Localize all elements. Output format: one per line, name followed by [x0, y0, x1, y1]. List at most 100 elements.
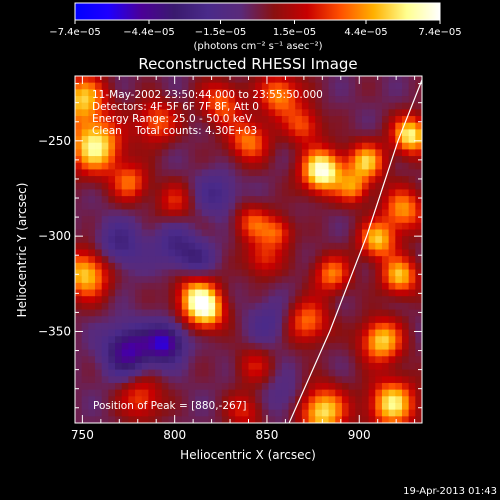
- heatmap-cell: [228, 229, 236, 237]
- heatmap-cell: [288, 369, 296, 377]
- heatmap-cell: [381, 122, 390, 130]
- heatmap-cell: [81, 249, 89, 257]
- heatmap-cell: [401, 76, 410, 84]
- heatmap-cell: [261, 176, 269, 184]
- heatmap-cell: [215, 176, 223, 184]
- heatmap-cell: [108, 296, 116, 304]
- heatmap-cell: [335, 336, 343, 344]
- heatmap-cell: [168, 342, 176, 350]
- heatmap-cell: [341, 369, 349, 377]
- heatmap-cell: [241, 162, 249, 170]
- heatmap-cell: [88, 262, 96, 270]
- heatmap-cell: [295, 316, 303, 324]
- heatmap-cell: [281, 229, 289, 237]
- heatmap-cell: [328, 316, 336, 324]
- heatmap-cell: [355, 136, 363, 144]
- heatmap-cell: [115, 142, 123, 150]
- heatmap-cell: [121, 329, 129, 337]
- heatmap-cell: [141, 169, 149, 177]
- heatmap-cell: [335, 156, 343, 164]
- heatmap-cell: [135, 102, 143, 110]
- heatmap-cell: [188, 362, 196, 371]
- heatmap-cell: [255, 142, 263, 150]
- heatmap-cell: [108, 242, 116, 250]
- heatmap-cell: [275, 162, 283, 170]
- heatmap-cell: [368, 142, 376, 150]
- heatmap-cell: [155, 322, 163, 330]
- heatmap-cell: [368, 96, 376, 104]
- heatmap-cell: [395, 389, 403, 397]
- heatmap-cell: [248, 262, 256, 270]
- heatmap-cell: [415, 129, 422, 137]
- heatmap-cell: [121, 322, 129, 330]
- heatmap-cell: [261, 142, 269, 150]
- heatmap-cell: [275, 136, 283, 144]
- heatmap-cell: [388, 102, 396, 110]
- heatmap-cell: [288, 296, 296, 304]
- heatmap-cell: [375, 76, 383, 84]
- heatmap-cell: [75, 122, 83, 130]
- heatmap-cell: [181, 256, 189, 264]
- heatmap-cell: [75, 269, 83, 277]
- heatmap-cell: [415, 229, 422, 237]
- heatmap-cell: [201, 396, 209, 404]
- heatmap-cell: [261, 222, 269, 230]
- heatmap-cell: [295, 296, 303, 304]
- heatmap-cell: [121, 209, 129, 217]
- heatmap-cell: [301, 209, 309, 217]
- heatmap-cell: [308, 276, 316, 284]
- heatmap-cell: [108, 229, 116, 237]
- heatmap-cell: [281, 189, 289, 197]
- heatmap-cell: [75, 202, 83, 210]
- heatmap-cell: [375, 116, 383, 124]
- heatmap-cell: [135, 202, 143, 210]
- heatmap-cell: [128, 349, 136, 357]
- heatmap-cell: [101, 149, 109, 157]
- heatmap-cell: [335, 309, 343, 317]
- heatmap-cell: [288, 136, 296, 144]
- heatmap-cell: [188, 256, 196, 264]
- heatmap-cell: [88, 189, 96, 197]
- heatmap-cell: [88, 409, 96, 417]
- heatmap-cell: [355, 289, 363, 297]
- heatmap-cell: [248, 216, 256, 224]
- heatmap-cell: [241, 416, 249, 423]
- heatmap-cell: [81, 262, 89, 270]
- heatmap-cell: [268, 329, 276, 337]
- heatmap-cell: [308, 202, 316, 210]
- heatmap-cell: [101, 369, 109, 377]
- heatmap-cell: [101, 389, 109, 397]
- heatmap-cell: [228, 169, 236, 177]
- heatmap-cell: [321, 162, 329, 170]
- heatmap-cell: [355, 116, 363, 124]
- heatmap-cell: [75, 396, 83, 404]
- heatmap-cell: [141, 89, 149, 97]
- heatmap-cell: [415, 142, 422, 150]
- heatmap-cell: [315, 316, 323, 324]
- heatmap-cell: [175, 356, 183, 364]
- heatmap-cell: [141, 409, 149, 417]
- heatmap-cell: [88, 116, 96, 124]
- heatmap-cell: [308, 116, 316, 124]
- heatmap-cell: [301, 302, 309, 310]
- heatmap-cell: [81, 242, 89, 250]
- heatmap-cell: [321, 149, 329, 157]
- heatmap-cell: [361, 302, 370, 310]
- heatmap-cell: [88, 396, 96, 404]
- heatmap-cell: [315, 76, 323, 84]
- heatmap-cell: [261, 116, 269, 124]
- heatmap-cell: [308, 396, 316, 404]
- heatmap-cell: [395, 282, 403, 290]
- heatmap-cell: [275, 316, 283, 324]
- heatmap-cell: [188, 402, 196, 411]
- heatmap-cell: [335, 136, 343, 144]
- heatmap-cell: [361, 222, 370, 230]
- heatmap-cell: [315, 302, 323, 310]
- heatmap-cell: [355, 216, 363, 224]
- heatmap-cell: [195, 269, 203, 277]
- heatmap-cell: [335, 142, 343, 150]
- heatmap-cell: [368, 109, 376, 117]
- heatmap-cell: [328, 89, 336, 97]
- heatmap-cell: [175, 149, 183, 157]
- heatmap-cell: [228, 376, 236, 384]
